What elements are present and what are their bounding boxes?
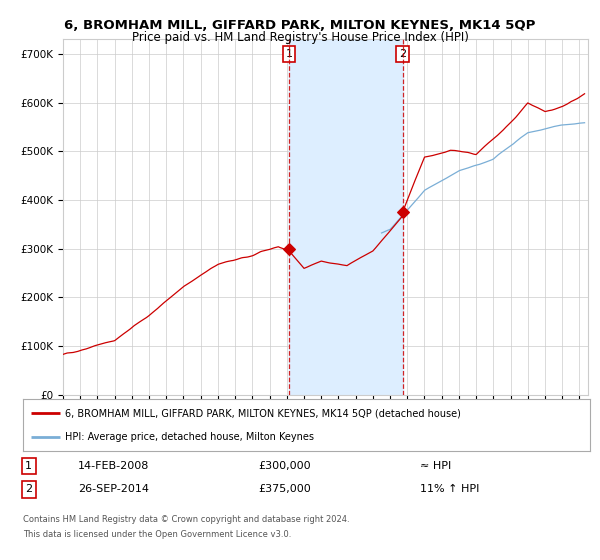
Text: 6, BROMHAM MILL, GIFFARD PARK, MILTON KEYNES, MK14 5QP (detached house): 6, BROMHAM MILL, GIFFARD PARK, MILTON KE…	[65, 408, 461, 418]
Point	[284, 244, 293, 253]
Text: Contains HM Land Registry data © Crown copyright and database right 2024.: Contains HM Land Registry data © Crown c…	[23, 515, 349, 524]
Text: 2: 2	[399, 49, 406, 59]
Text: ≈ HPI: ≈ HPI	[420, 461, 451, 471]
Text: 1: 1	[25, 461, 32, 471]
Text: 6, BROMHAM MILL, GIFFARD PARK, MILTON KEYNES, MK14 5QP: 6, BROMHAM MILL, GIFFARD PARK, MILTON KE…	[64, 19, 536, 32]
Text: 14-FEB-2008: 14-FEB-2008	[78, 461, 149, 471]
Text: 11% ↑ HPI: 11% ↑ HPI	[420, 484, 479, 494]
Text: 2: 2	[25, 484, 32, 494]
Text: This data is licensed under the Open Government Licence v3.0.: This data is licensed under the Open Gov…	[23, 530, 291, 539]
Text: £300,000: £300,000	[258, 461, 311, 471]
Text: 1: 1	[286, 49, 292, 59]
Bar	[289, 39, 403, 395]
Text: Price paid vs. HM Land Registry's House Price Index (HPI): Price paid vs. HM Land Registry's House …	[131, 31, 469, 44]
Text: 26-SEP-2014: 26-SEP-2014	[78, 484, 149, 494]
Text: HPI: Average price, detached house, Milton Keynes: HPI: Average price, detached house, Milt…	[65, 432, 314, 442]
Text: £375,000: £375,000	[258, 484, 311, 494]
Point	[398, 208, 407, 217]
